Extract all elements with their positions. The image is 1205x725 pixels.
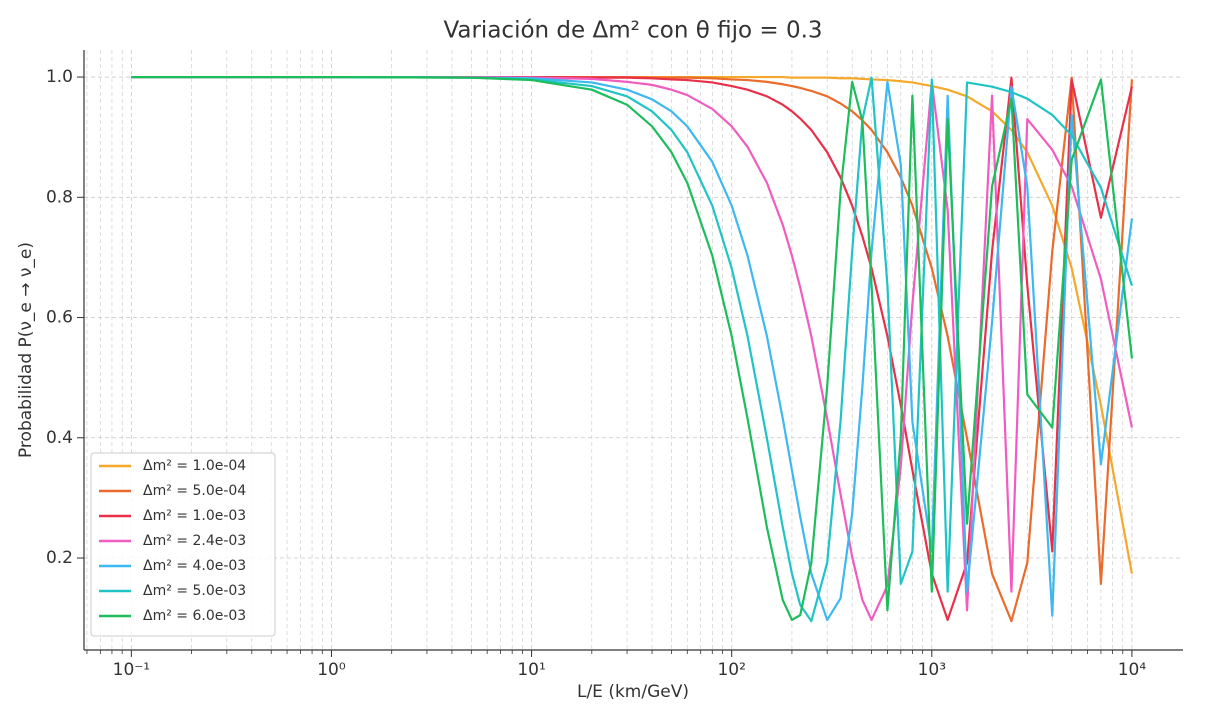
y-axis-label: Probabilidad P(ν_e → ν_e): [16, 242, 36, 458]
legend-label: Δm² = 4.0e-03: [143, 558, 246, 574]
x-tick-label: 10¹: [517, 660, 545, 680]
x-tick-label: 10³: [918, 660, 946, 680]
legend-label: Δm² = 5.0e-03: [143, 583, 246, 599]
legend-label: Δm² = 1.0e-04: [143, 458, 246, 474]
legend-label: Δm² = 5.0e-04: [143, 483, 246, 499]
series-line: [131, 75, 1134, 622]
y-tick-label: 1.0: [46, 67, 73, 87]
series-line: [131, 75, 1134, 622]
series-line: [131, 75, 1133, 622]
series-line: [131, 75, 1134, 623]
y-tick-label: 0.2: [46, 548, 73, 568]
chart-title: Variación de Δm² con θ fijo = 0.3: [443, 18, 822, 44]
legend-label: Δm² = 2.4e-03: [143, 533, 246, 549]
y-tick-label: 0.6: [46, 308, 73, 328]
legend-label: Δm² = 1.0e-03: [143, 508, 246, 524]
series-line: [131, 75, 1133, 623]
x-tick-label: 10⁰: [317, 660, 346, 680]
y-tick-label: 0.8: [46, 187, 73, 207]
x-tick-label: 10²: [717, 660, 745, 680]
legend-label: Δm² = 6.0e-03: [143, 608, 246, 624]
x-tick-label: 10⁻¹: [113, 660, 150, 680]
x-tick-label: 10⁴: [1118, 660, 1147, 680]
legend-box: [90, 452, 276, 637]
y-tick-label: 0.4: [46, 428, 73, 448]
x-axis-label: L/E (km/GeV): [577, 682, 689, 702]
series-line: [131, 75, 1133, 622]
